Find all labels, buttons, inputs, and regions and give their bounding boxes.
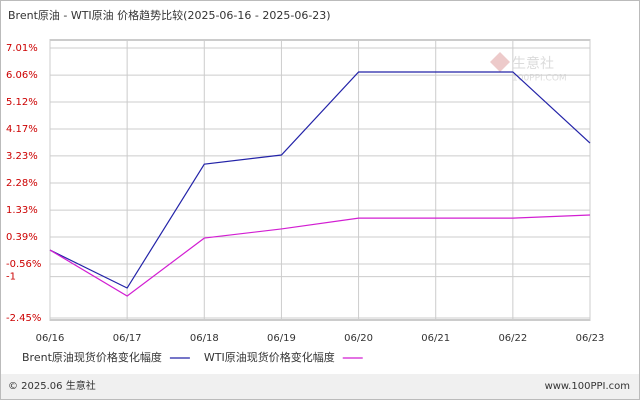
x-tick-label: 06/16: [36, 333, 65, 344]
watermark-text: 100PPI.COM: [512, 74, 567, 84]
footer-right: www.100PPI.com: [545, 381, 630, 392]
y-tick-label: -1: [6, 272, 16, 283]
y-tick-label: -2.45%: [6, 313, 41, 324]
y-tick-label: 4.17%: [6, 124, 38, 135]
x-tick-label: 06/19: [267, 333, 296, 344]
chart-title: Brent原油 - WTI原油 价格趋势比较(2025-06-16 - 2025…: [8, 8, 331, 22]
y-tick-label: 1.33%: [6, 205, 38, 216]
y-tick-label: 2.28%: [6, 178, 38, 189]
watermark-text: 生意社: [512, 55, 554, 72]
watermark-logo: [490, 52, 510, 72]
x-tick-label: 06/21: [421, 333, 450, 344]
x-tick-label: 06/20: [344, 333, 373, 344]
x-tick-label: 06/18: [190, 333, 219, 344]
footer-left: © 2025.06 生意社: [8, 379, 96, 392]
y-tick-label: 7.01%: [6, 43, 38, 54]
legend-label: WTI原油现货价格变化幅度: [204, 350, 335, 364]
x-tick-label: 06/22: [498, 333, 527, 344]
y-tick-label: 6.06%: [6, 70, 38, 81]
x-tick-label: 06/23: [576, 333, 605, 344]
footer-bar: [1, 374, 639, 399]
series-line: [49, 214, 591, 297]
series-line: [49, 71, 591, 289]
y-tick-label: 0.39%: [6, 232, 38, 243]
legend-label: Brent原油现货价格变化幅度: [22, 350, 162, 364]
y-tick-label: 5.12%: [6, 97, 38, 108]
y-tick-label: -0.56%: [6, 259, 41, 270]
y-tick-label: 3.23%: [6, 151, 38, 162]
watermark: 生意社 100PPI.COM: [490, 52, 567, 84]
x-tick-label: 06/17: [113, 333, 142, 344]
